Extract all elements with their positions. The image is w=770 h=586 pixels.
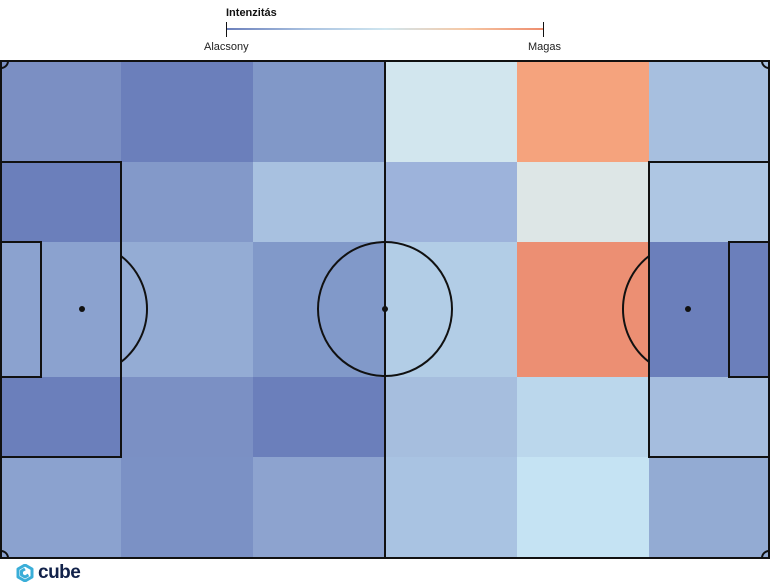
heatmap-cell-r1-c3 [385, 162, 517, 242]
heatmap-cell-r1-c1 [121, 162, 253, 242]
legend-gradient [226, 28, 544, 30]
heatmap-cell-r3-c0 [1, 377, 121, 457]
centre-circle [317, 241, 453, 377]
pitch-markings [0, 60, 770, 559]
pitch-heatmap [0, 60, 770, 560]
legend-high-label: Magas [528, 41, 562, 53]
heatmap-cell-r0-c5 [649, 61, 769, 162]
heatmap-cell-r3-c3 [385, 377, 517, 457]
heatmap-cell-r1-c5 [649, 162, 769, 242]
heatmap-cell-r3-c2 [253, 377, 385, 457]
heatmap-cell-r4-c1 [121, 457, 253, 558]
heatmap-cell-r2-c5 [649, 242, 769, 377]
pitch-svg [0, 60, 770, 559]
right-goal-area [728, 241, 770, 378]
right-penalty-spot [685, 306, 691, 312]
centre-spot [382, 306, 388, 312]
corner-arc-top-right [761, 60, 770, 69]
heatmap-cell-r3-c1 [121, 377, 253, 457]
heatmap-cell-r4-c3 [385, 457, 517, 558]
left-penalty-arc [120, 255, 149, 363]
heatmap-cell-r0-c2 [253, 61, 385, 162]
right-penalty-arc [621, 255, 650, 363]
legend-low-label: Alacsony [204, 41, 249, 53]
heatmap-cell-r1-c2 [253, 162, 385, 242]
corner-arc-bottom-right [761, 550, 770, 559]
heatmap-cell-r3-c4 [517, 377, 649, 457]
heatmap-cell-r4-c4 [517, 457, 649, 558]
legend-high-tick [543, 22, 544, 37]
corner-arc-bottom-left [0, 550, 9, 559]
heatmap-cell-r2-c4 [517, 242, 649, 377]
legend-title: Intenzitás [226, 7, 277, 19]
cube-logo-icon [16, 564, 34, 582]
heatmap-cell-r0-c4 [517, 61, 649, 162]
heatmap-cell-r0-c1 [121, 61, 253, 162]
color-legend: Intenzitás Alacsony Magas [0, 0, 770, 60]
heatmap-cell-r3-c5 [649, 377, 769, 457]
left-goal-area [0, 241, 42, 378]
legend-low-tick [226, 22, 227, 37]
heatmap-cell-r4-c0 [1, 457, 121, 558]
heatmap-cell-r2-c0 [1, 242, 121, 377]
heatmap-cell-r4-c2 [253, 457, 385, 558]
brand-name: cube [38, 562, 81, 583]
corner-arc-top-left [0, 60, 9, 69]
brand-logo: cube [16, 562, 81, 584]
legend-gradient-bar [226, 22, 544, 37]
heatmap-cell-r1-c0 [1, 162, 121, 242]
heatmap-cell-r0-c3 [385, 61, 517, 162]
left-penalty-spot [79, 306, 85, 312]
heatmap-cells [1, 61, 769, 558]
heatmap-cell-r2-c1 [121, 242, 253, 377]
heatmap-cell-r0-c0 [1, 61, 121, 162]
heatmap-cell-r4-c5 [649, 457, 769, 558]
heatmap-cell-r1-c4 [517, 162, 649, 242]
